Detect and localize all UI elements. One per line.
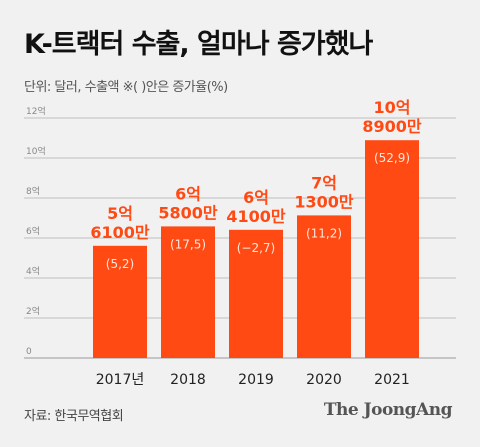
x-tick-label: 2018 xyxy=(170,372,206,388)
value-label: 5800만 xyxy=(158,203,218,222)
value-label: 1300만 xyxy=(294,192,354,211)
value-label: 8900만 xyxy=(362,117,422,136)
growth-label: (11,2) xyxy=(306,226,342,240)
value-label: 6억 xyxy=(175,184,201,203)
x-tick-label: 2021 xyxy=(374,372,410,388)
bar xyxy=(161,226,215,358)
value-label: 6100만 xyxy=(90,223,150,242)
y-tick-label: 4억 xyxy=(26,265,40,277)
growth-label: (17,5) xyxy=(170,237,206,251)
growth-label: (5,2) xyxy=(106,257,134,271)
bar xyxy=(229,229,283,358)
growth-label: (52,9) xyxy=(374,151,410,165)
y-tick-label: 12억 xyxy=(26,105,46,117)
y-tick-label: 0 xyxy=(26,347,32,357)
x-tick-label: 2019 xyxy=(238,372,274,388)
value-label: 5억 xyxy=(107,204,133,223)
value-label: 7억 xyxy=(311,173,337,192)
chart-title: K-트랙터 수출, 얼마나 증가했나 xyxy=(24,29,373,60)
growth-label: (−2,7) xyxy=(237,241,276,255)
value-label: 4100만 xyxy=(226,207,286,226)
value-label: 6억 xyxy=(243,188,269,207)
unit-note: 단위: 달러, 수출액 ※( )안은 증가율(%) xyxy=(24,80,228,95)
x-tick-label: 2020 xyxy=(306,372,342,388)
y-tick-label: 8억 xyxy=(26,185,40,197)
y-tick-label: 10억 xyxy=(26,145,46,157)
bar xyxy=(297,215,351,358)
bar xyxy=(93,245,147,358)
bar xyxy=(365,140,419,358)
y-tick-label: 2억 xyxy=(26,305,40,317)
value-label: 10억 xyxy=(374,98,411,117)
brand-logo: The JoongAng xyxy=(323,400,453,420)
y-tick-label: 6억 xyxy=(26,225,40,237)
source-note: 자료: 한국무역협회 xyxy=(24,409,124,424)
x-tick-label: 2017년 xyxy=(96,372,145,388)
